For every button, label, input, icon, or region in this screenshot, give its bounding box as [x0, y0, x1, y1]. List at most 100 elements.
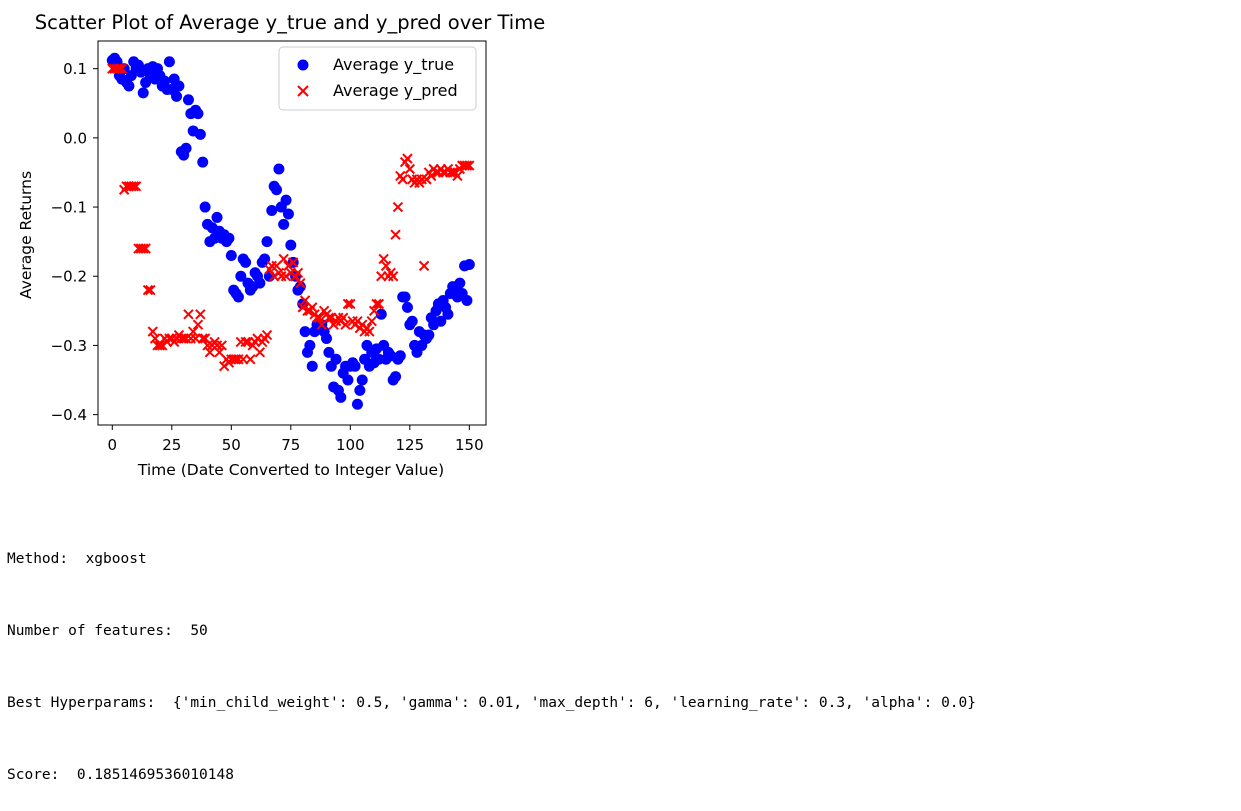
point-y-true — [390, 371, 402, 383]
point-y-true — [321, 333, 333, 345]
point-y-pred — [295, 277, 306, 289]
point-y-true — [254, 277, 266, 289]
point-y-pred — [114, 63, 125, 74]
point-y-true — [285, 239, 297, 251]
point-y-pred — [145, 284, 156, 296]
point-y-pred — [464, 160, 475, 171]
point-y-pred — [197, 333, 208, 344]
point-y-true — [306, 360, 318, 372]
point-y-true — [266, 205, 278, 217]
point-y-pred — [402, 153, 413, 164]
y-axis-ticks: 0.1 0.0 −0.1 −0.2 −0.3 −0.4 — [51, 60, 98, 424]
point-y-true — [111, 56, 123, 68]
point-y-true — [294, 281, 306, 293]
chart-svg: Scatter Plot of Average y_true and y_pre… — [17, 11, 545, 479]
point-y-true — [461, 294, 473, 306]
point-y-pred — [292, 267, 304, 278]
point-y-pred — [340, 319, 351, 330]
legend-label-y-pred: Average y_pred — [333, 81, 458, 101]
point-y-pred — [380, 260, 392, 272]
legend: Average y_true Average y_pred — [278, 46, 477, 111]
point-y-pred — [154, 340, 166, 351]
point-y-true — [199, 201, 211, 213]
point-y-true — [342, 374, 354, 386]
point-y-true — [273, 163, 285, 175]
hyperparams-line: Best Hyperparams: {'min_child_weight': 0… — [7, 695, 977, 711]
point-y-pred — [452, 170, 463, 182]
point-y-true — [351, 398, 363, 410]
chart-title: Scatter Plot of Average y_true and y_pre… — [35, 11, 545, 34]
point-y-pred — [287, 257, 299, 268]
point-y-true — [406, 315, 418, 327]
point-y-true — [282, 208, 294, 220]
point-y-pred — [195, 309, 206, 320]
point-y-true — [240, 256, 252, 268]
x-tick-label: 100 — [336, 436, 365, 454]
point-y-true — [304, 339, 316, 351]
y-axis-label: Average Returns — [17, 171, 35, 299]
point-y-true — [280, 194, 292, 206]
point-y-pred — [261, 329, 273, 341]
x-axis-ticks: 0 25 50 75 100 125 150 — [108, 425, 484, 454]
point-y-pred — [142, 284, 154, 296]
x-axis-label: Time (Date Converted to Integer Value) — [137, 461, 444, 479]
point-y-true — [454, 277, 466, 289]
point-y-true — [463, 258, 475, 270]
point-y-pred — [371, 298, 382, 310]
point-y-true — [137, 87, 149, 99]
point-y-true — [235, 270, 247, 282]
point-y-true — [442, 308, 454, 320]
point-y-true — [163, 56, 175, 68]
scatter-chart: Scatter Plot of Average y_true and y_pre… — [0, 0, 600, 490]
point-y-pred — [345, 298, 356, 310]
x-tick-label: 75 — [281, 436, 300, 454]
point-y-pred — [397, 174, 408, 185]
point-y-pred — [188, 326, 199, 337]
point-y-pred — [128, 181, 139, 192]
cell-output: Method: xgboost Number of features: 50 B… — [7, 499, 976, 811]
x-tick-label: 150 — [455, 436, 484, 454]
point-y-pred — [245, 354, 256, 365]
point-y-pred — [337, 312, 349, 323]
point-y-true — [349, 360, 361, 372]
features-line: Number of features: 50 — [7, 623, 208, 639]
point-y-true — [323, 346, 335, 358]
point-y-pred — [390, 229, 401, 240]
series-y-pred — [107, 63, 475, 372]
point-y-true — [211, 211, 223, 223]
point-y-true — [335, 391, 347, 403]
point-y-pred — [373, 298, 385, 310]
point-y-true — [159, 75, 171, 87]
point-y-pred — [323, 312, 335, 323]
point-y-true — [354, 384, 366, 396]
point-y-true — [123, 80, 135, 92]
point-y-pred — [138, 243, 149, 254]
x-tick-label: 25 — [162, 436, 181, 454]
point-y-true — [225, 249, 237, 261]
point-y-pred — [240, 336, 251, 348]
point-y-pred — [378, 253, 389, 265]
x-tick-label: 50 — [222, 436, 241, 454]
method-line: Method: xgboost — [7, 551, 147, 567]
point-y-pred — [192, 319, 204, 330]
point-y-true — [278, 218, 290, 230]
point-y-true — [330, 353, 342, 365]
point-y-true — [223, 232, 235, 244]
point-y-true — [192, 108, 204, 120]
point-y-true — [182, 94, 194, 106]
point-y-pred — [392, 201, 404, 213]
point-y-pred — [183, 309, 194, 320]
point-y-pred — [130, 181, 142, 192]
y-tick-label: −0.2 — [51, 268, 87, 286]
point-y-pred — [364, 326, 375, 337]
point-y-true — [232, 291, 244, 303]
x-tick-label: 125 — [396, 436, 425, 454]
point-y-pred — [307, 302, 318, 313]
point-y-true — [197, 156, 209, 168]
point-y-pred — [387, 271, 399, 282]
y-tick-label: 0.0 — [63, 129, 87, 147]
legend-frame — [278, 46, 477, 111]
point-y-true — [299, 326, 311, 338]
point-y-pred — [368, 305, 380, 317]
point-y-pred — [140, 243, 151, 254]
